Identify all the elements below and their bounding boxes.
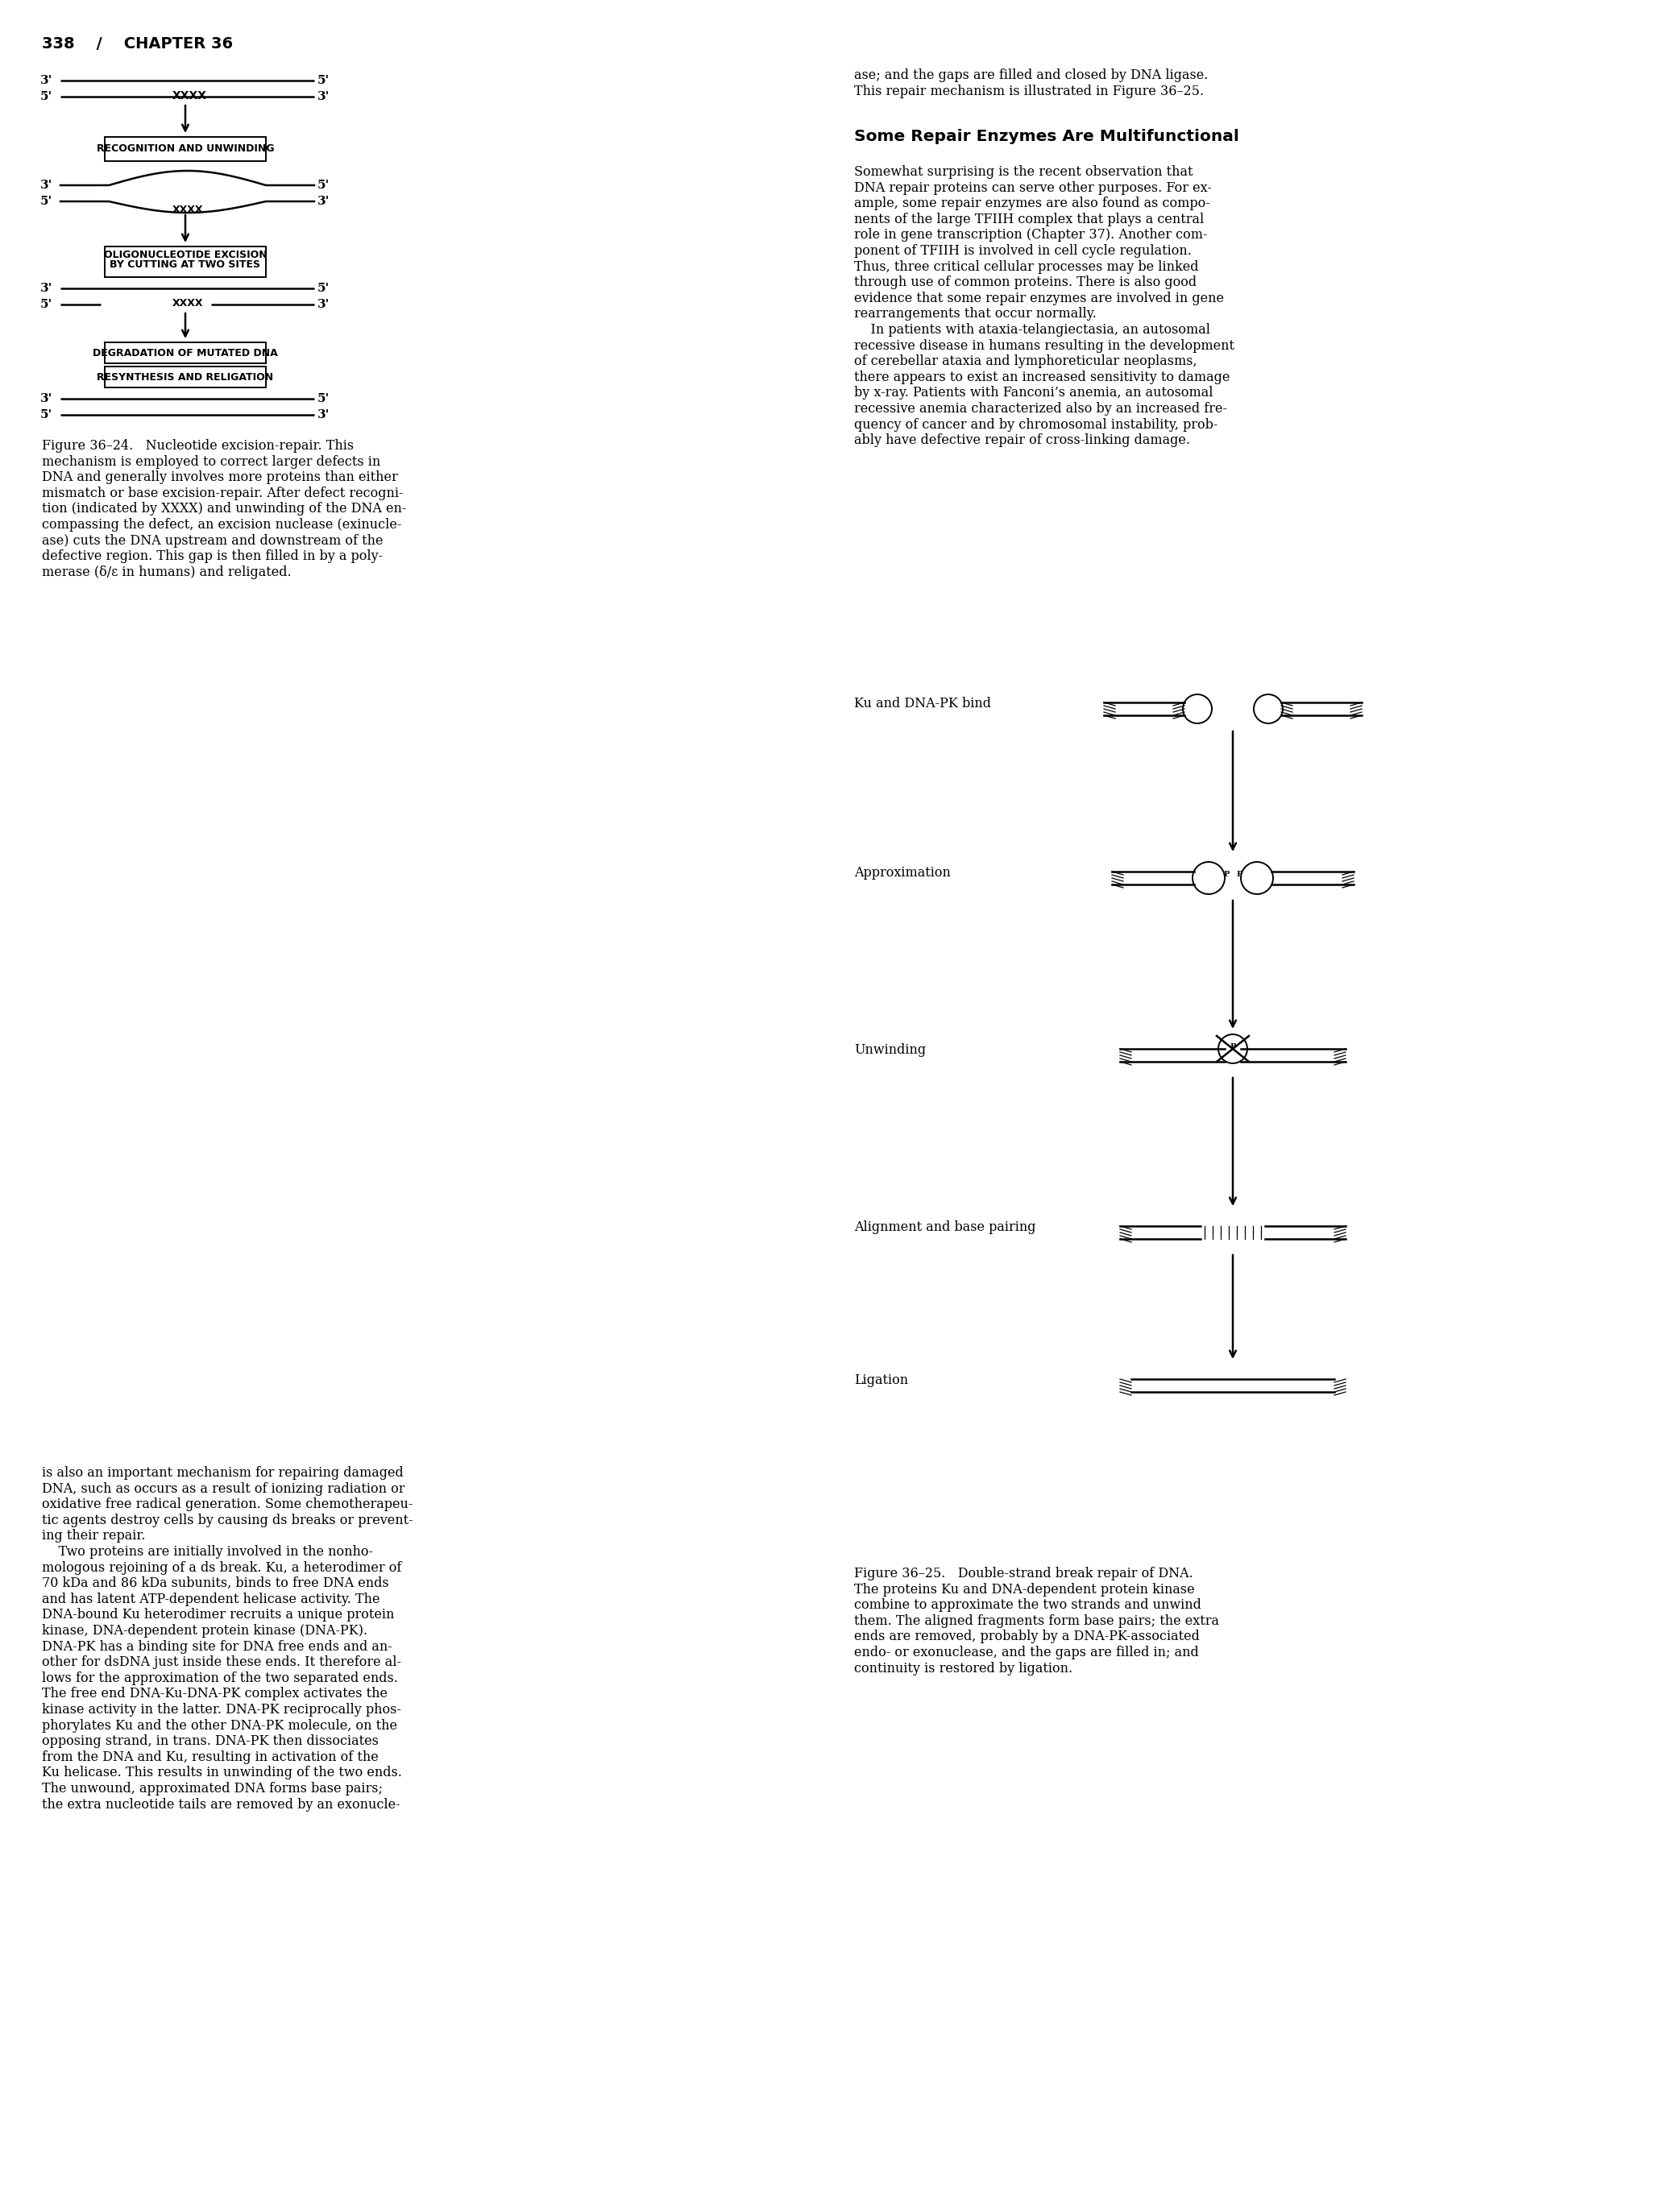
Text: 3': 3' xyxy=(318,91,329,102)
Text: OLIGONUCLEOTIDE EXCISION: OLIGONUCLEOTIDE EXCISION xyxy=(104,250,267,259)
Text: BY CUTTING AT TWO SITES: BY CUTTING AT TWO SITES xyxy=(109,259,260,270)
Text: DEGRADATION OF MUTATED DNA: DEGRADATION OF MUTATED DNA xyxy=(92,347,277,358)
Text: Figure 36–25.   Double-strand break repair of DNA.
The proteins Ku and DNA-depen: Figure 36–25. Double-strand break repair… xyxy=(853,1566,1220,1674)
Bar xyxy=(104,367,265,387)
Text: 3': 3' xyxy=(40,394,52,405)
Text: 3': 3' xyxy=(40,75,52,86)
Text: Somewhat surprising is the recent observation that
DNA repair proteins can serve: Somewhat surprising is the recent observ… xyxy=(853,166,1235,447)
Text: Figure 36–24.   Nucleotide excision-repair. This
mechanism is employed to correc: Figure 36–24. Nucleotide excision-repair… xyxy=(42,438,407,580)
Bar xyxy=(104,246,265,276)
Text: 5': 5' xyxy=(40,91,52,102)
Text: Some Repair Enzymes Are Multifunctional: Some Repair Enzymes Are Multifunctional xyxy=(853,128,1240,144)
Text: XXXX: XXXX xyxy=(173,204,203,215)
Text: 3': 3' xyxy=(318,195,329,208)
Text: RECOGNITION AND UNWINDING: RECOGNITION AND UNWINDING xyxy=(96,144,274,155)
Text: 5': 5' xyxy=(40,409,52,420)
Text: 5': 5' xyxy=(40,195,52,208)
Text: 3': 3' xyxy=(318,409,329,420)
Text: RESYNTHESIS AND RELIGATION: RESYNTHESIS AND RELIGATION xyxy=(97,372,274,383)
Bar xyxy=(104,137,265,161)
Text: is also an important mechanism for repairing damaged
DNA, such as occurs as a re: is also an important mechanism for repai… xyxy=(42,1467,413,1812)
Text: P: P xyxy=(1230,1044,1236,1051)
Text: 5': 5' xyxy=(40,299,52,310)
Text: 5': 5' xyxy=(318,75,329,86)
Text: 5': 5' xyxy=(318,394,329,405)
Text: Unwinding: Unwinding xyxy=(853,1044,926,1057)
Text: Approximation: Approximation xyxy=(853,865,951,880)
Text: 3': 3' xyxy=(40,283,52,294)
Text: P: P xyxy=(1236,872,1242,878)
Text: 3': 3' xyxy=(318,299,329,310)
Text: 5': 5' xyxy=(318,179,329,190)
Text: Ligation: Ligation xyxy=(853,1374,909,1387)
Text: 5': 5' xyxy=(318,283,329,294)
Text: XXXX: XXXX xyxy=(173,299,203,310)
Bar xyxy=(104,343,265,363)
Text: Ku and DNA-PK bind: Ku and DNA-PK bind xyxy=(853,697,991,710)
Text: ase; and the gaps are filled and closed by DNA ligase.
This repair mechanism is : ase; and the gaps are filled and closed … xyxy=(853,69,1208,97)
Text: Alignment and base pairing: Alignment and base pairing xyxy=(853,1221,1037,1234)
Text: XXXX: XXXX xyxy=(173,91,207,102)
Text: 338    /    CHAPTER 36: 338 / CHAPTER 36 xyxy=(42,35,234,51)
Text: P: P xyxy=(1223,872,1230,878)
Text: 3': 3' xyxy=(40,179,52,190)
